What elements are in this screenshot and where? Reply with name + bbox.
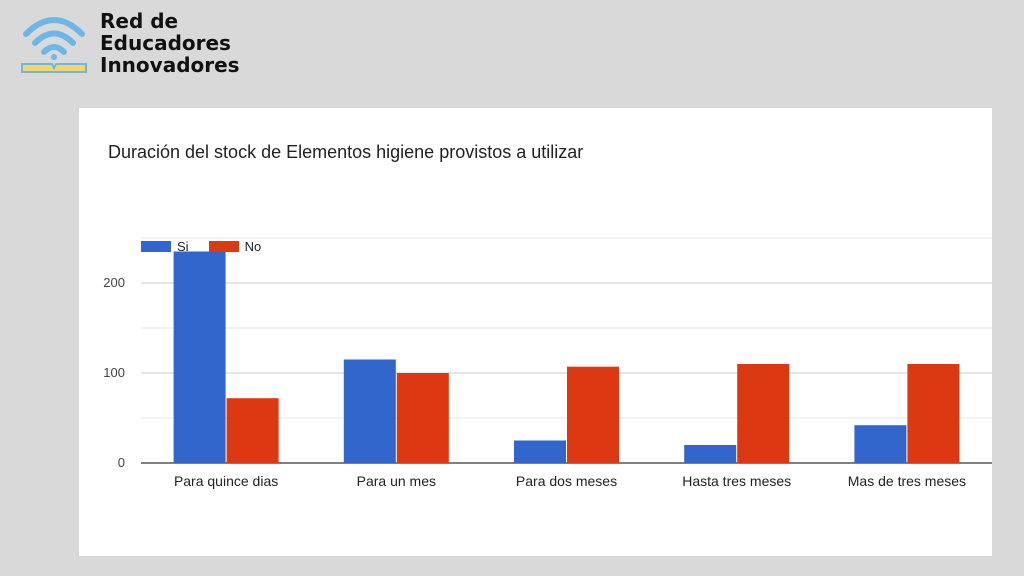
bar-si-1 — [343, 359, 396, 463]
logo-line-1: Red de — [100, 9, 179, 33]
x-tick-label: Hasta tres meses — [682, 473, 791, 489]
bar-si-3 — [684, 445, 737, 463]
legend-swatch — [141, 241, 171, 252]
legend-swatch — [208, 241, 239, 252]
legend-label: No — [244, 239, 262, 254]
y-tick-label: 0 — [118, 455, 125, 470]
x-tick-label: Mas de tres meses — [848, 473, 966, 489]
bar-no-1 — [396, 373, 449, 463]
chart-card: Duración del stock de Elementos higiene … — [79, 108, 992, 556]
x-tick-label: Para dos meses — [516, 473, 617, 489]
bar-no-2 — [567, 366, 619, 463]
logo-text: Red de Educadores Innovadores — [100, 10, 240, 76]
x-tick-label: Para quince dias — [174, 473, 278, 489]
y-tick-label: 100 — [103, 365, 125, 380]
bar-chart: 0 100 200 Para quince dias Para un mes Para d… — [103, 237, 992, 489]
bar-no-0 — [226, 398, 279, 463]
logo-line-3: Innovadores — [100, 53, 240, 77]
legend-item: Si — [141, 239, 189, 254]
bar-no-4 — [907, 364, 960, 463]
wifi-book-icon — [21, 17, 87, 73]
x-tick-label: Para un mes — [357, 473, 436, 489]
bar-si-0 — [173, 251, 226, 463]
legend-label: Si — [177, 239, 189, 254]
bar-no-3 — [737, 364, 790, 463]
y-tick-label: 200 — [103, 275, 125, 290]
logo-line-2: Educadores — [100, 31, 231, 55]
chart-legend: Si No — [141, 239, 281, 254]
bar-si-4 — [854, 425, 907, 463]
bar-si-2 — [514, 440, 566, 463]
chart-title: Duración del stock de Elementos higiene … — [108, 142, 584, 162]
legend-item: No — [208, 239, 262, 254]
logo: Red de Educadores Innovadores — [18, 10, 278, 80]
